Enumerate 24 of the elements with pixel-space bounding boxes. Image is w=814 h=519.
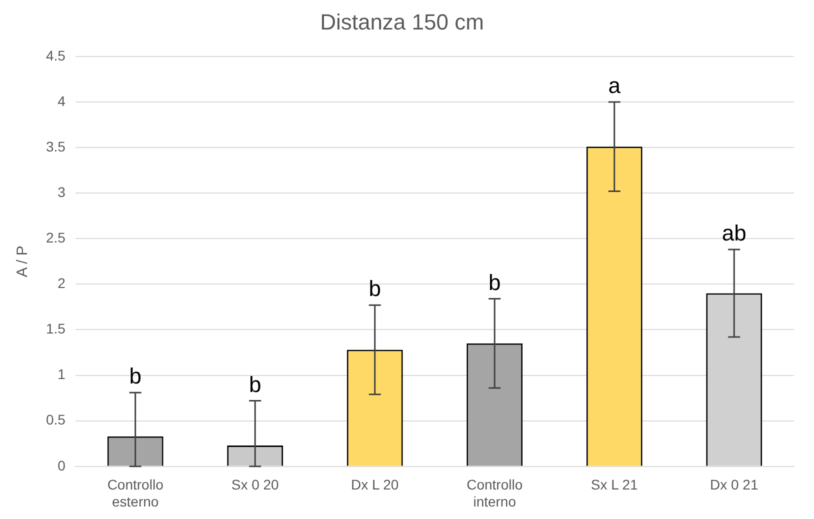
y-tick-label: 1.5 (46, 320, 66, 337)
y-tick-label: 3.5 (46, 138, 66, 154)
chart-title: Distanza 150 cm (320, 9, 484, 34)
y-tick-label: 0 (58, 457, 66, 474)
y-tick-label: 1 (58, 366, 66, 382)
y-tick-label: 4.5 (46, 47, 66, 64)
y-tick-label: 4 (58, 92, 66, 109)
x-tick-label: Dx 0 21 (710, 476, 758, 493)
y-tick-label: 2 (58, 275, 66, 292)
x-tick-label: Dx L 20 (350, 476, 399, 493)
annotation: a (608, 73, 622, 98)
annotation: b (248, 372, 262, 397)
annotation: b (488, 270, 501, 295)
y-tick-label: 3 (58, 184, 66, 200)
x-tick-label: Sx 0 20 (231, 476, 280, 493)
annotation: b (129, 364, 142, 389)
annotation: b (368, 276, 381, 302)
y-tick-label: 2.5 (46, 229, 66, 246)
y-axis-title: A / P (14, 246, 32, 278)
y-tick-label: 0.5 (46, 412, 66, 428)
x-tick-label: Controllo interno (466, 476, 523, 510)
x-tick-label: Controllo esterno (107, 476, 164, 510)
annotation: ab (722, 220, 746, 246)
x-tick-label: Sx L 21 (590, 476, 638, 493)
